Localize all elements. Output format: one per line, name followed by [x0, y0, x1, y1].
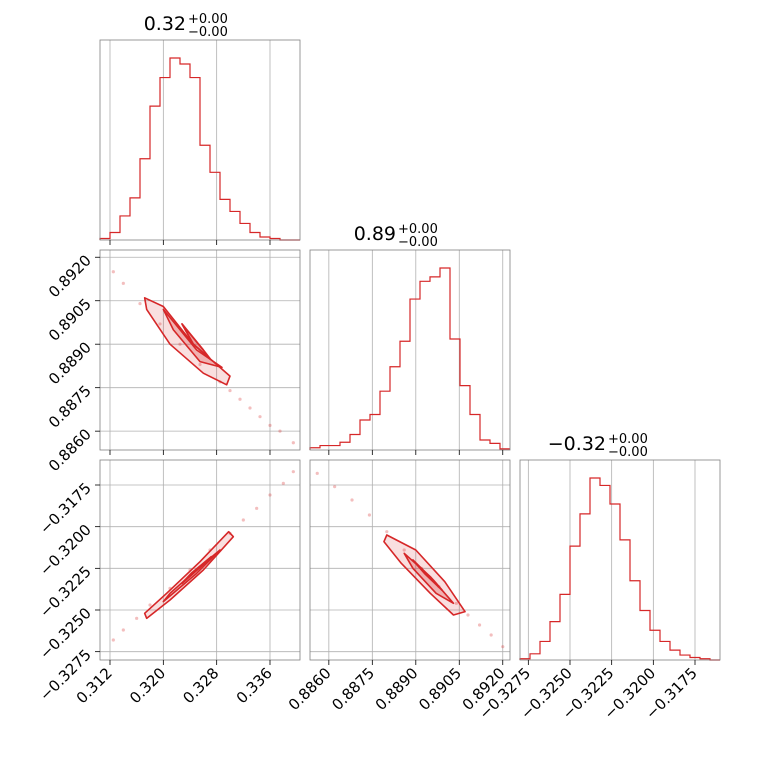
- title-param-3: −0.32 +0.00−0.00: [548, 432, 648, 460]
- sample-point: [111, 270, 115, 274]
- sample-point: [238, 397, 242, 401]
- title-upper-error: +0.00: [608, 432, 648, 447]
- hist-2-vgrid: [328, 250, 504, 450]
- title-lower-error: −0.00: [188, 25, 228, 40]
- scatter-1-2: [111, 270, 295, 445]
- contour-inner: [181, 555, 213, 585]
- y-tick-label: 0.8890: [45, 338, 95, 388]
- title-lower-error: −0.00: [398, 235, 438, 250]
- pair-0-1-vgrid: [109, 250, 271, 450]
- x-tick-label: 0.336: [233, 664, 276, 707]
- sample-point: [148, 603, 152, 607]
- sample-point: [248, 406, 252, 410]
- sample-point: [241, 518, 245, 522]
- sample-point: [255, 506, 259, 510]
- title-value: 0.89: [354, 223, 396, 245]
- sample-point: [268, 423, 272, 427]
- x-tick-label: 0.8890: [372, 664, 422, 714]
- sample-point: [121, 628, 125, 632]
- scatter-2-3: [315, 471, 505, 649]
- contour-outer: [143, 297, 231, 386]
- sample-point: [258, 415, 262, 419]
- hist-panel-2: [309, 249, 511, 451]
- x-tick-label: 0.8860: [285, 664, 335, 714]
- scatter-panel-1-3: [99, 459, 301, 661]
- title-param-2: 0.89 +0.00−0.00: [354, 222, 438, 250]
- title-value: 0.32: [144, 13, 186, 35]
- sample-point: [135, 616, 139, 620]
- scatter-1-3: [111, 470, 295, 642]
- sample-point: [489, 633, 493, 637]
- hist-1-vgrid: [109, 40, 271, 240]
- title-upper-error: +0.00: [398, 222, 438, 237]
- x-tick-label: 0.8905: [415, 664, 465, 714]
- contour-inner: [411, 559, 443, 591]
- sample-point: [121, 281, 125, 285]
- sample-point: [178, 342, 182, 346]
- sample-point: [477, 623, 482, 627]
- sample-point: [385, 530, 389, 534]
- title-value: −0.32: [548, 433, 606, 455]
- histogram-param-2: [309, 267, 510, 450]
- sample-point: [268, 493, 272, 497]
- y-tick-label: 0.8920: [45, 251, 95, 301]
- histogram-param-3: [519, 477, 720, 661]
- title-lower-error: −0.00: [608, 445, 648, 460]
- sample-point: [198, 362, 202, 367]
- sample-point: [333, 485, 337, 489]
- sample-point: [291, 441, 295, 445]
- title-param-1: 0.32 +0.00−0.00: [144, 12, 228, 40]
- pair-1-2-hgrid: [310, 484, 510, 653]
- hist-3-vgrid: [527, 460, 696, 660]
- pair-0-2-vgrid: [109, 460, 271, 660]
- y-tick-label: 0.8875: [45, 382, 95, 432]
- pair-0-1-hgrid: [100, 256, 300, 432]
- sample-point: [138, 302, 142, 306]
- contour-outer: [383, 534, 466, 616]
- title-upper-error: +0.00: [188, 12, 228, 27]
- sample-point: [454, 601, 458, 605]
- sample-point: [402, 548, 406, 552]
- hist-panel-1: [99, 39, 301, 241]
- histogram-param-1: [99, 57, 300, 241]
- sample-point: [466, 613, 470, 617]
- sample-point: [367, 513, 372, 517]
- y-tick-label: 0.8860: [45, 425, 95, 475]
- sample-point: [158, 322, 162, 326]
- contour-inner: [181, 323, 211, 360]
- sample-point: [350, 498, 354, 502]
- sample-point: [291, 470, 295, 474]
- sample-point: [278, 429, 282, 433]
- pair-1-2-vgrid: [328, 460, 504, 660]
- x-tick-label: 0.328: [179, 664, 222, 707]
- sample-point: [228, 388, 232, 393]
- contour-mid: [162, 308, 223, 369]
- scatter-panel-2-3: [309, 459, 511, 661]
- sample-point: [111, 638, 115, 642]
- sample-point: [281, 481, 285, 485]
- sample-point: [315, 471, 319, 475]
- sample-point: [501, 645, 505, 649]
- x-tick-label: 0.8875: [328, 664, 378, 714]
- x-tick-label: 0.320: [126, 664, 169, 707]
- hist-panel-3: [519, 459, 721, 661]
- y-tick-label: 0.8905: [45, 295, 95, 345]
- scatter-panel-1-2: [99, 249, 301, 451]
